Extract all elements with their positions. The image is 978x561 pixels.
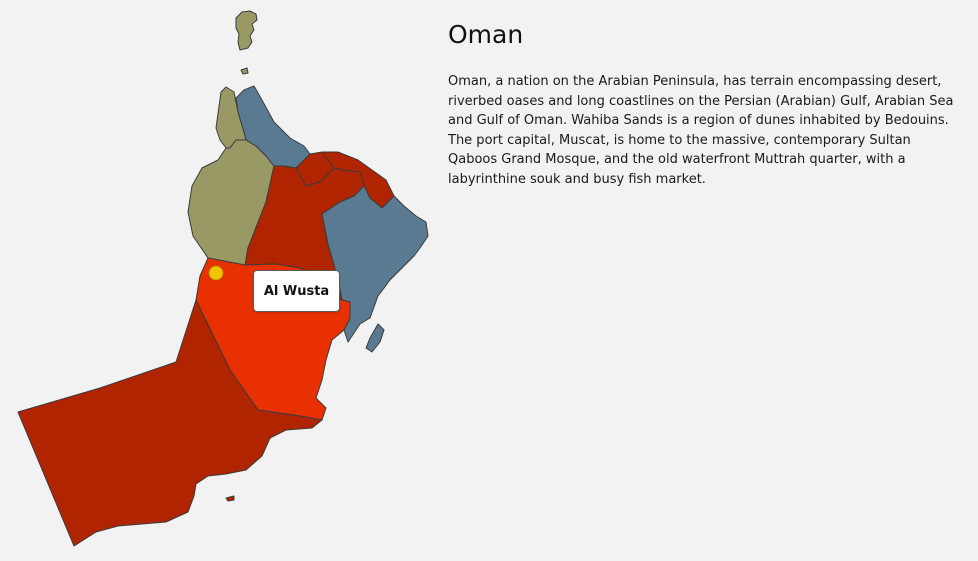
- oman-map: Al Wusta: [0, 0, 440, 561]
- tooltip-label: Al Wusta: [263, 283, 330, 299]
- location-marker[interactable]: [208, 265, 224, 281]
- region-dhofar[interactable]: [17, 299, 323, 547]
- region-musandam[interactable]: [235, 10, 258, 51]
- country-title: Oman: [448, 20, 524, 49]
- region-dhofar-islet: [225, 495, 235, 502]
- map-svg: [17, 10, 429, 547]
- country-description: Oman, a nation on the Arabian Peninsula,…: [448, 74, 954, 187]
- region-musandam-islet: [240, 67, 249, 75]
- region-masirah-island: [365, 323, 385, 353]
- info-panel: Oman Oman, a nation on the Arabian Penin…: [448, 18, 963, 189]
- region-tooltip: Al Wusta: [253, 270, 340, 312]
